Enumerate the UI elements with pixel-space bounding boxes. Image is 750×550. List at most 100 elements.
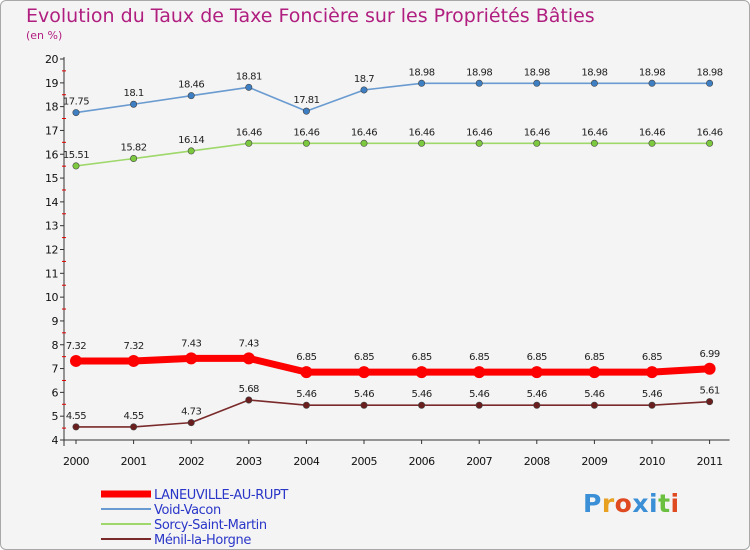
- data-label: 6.85: [469, 352, 489, 363]
- data-label: 18.98: [697, 67, 723, 78]
- data-point: [533, 401, 541, 409]
- logo-letter: o: [614, 489, 633, 518]
- data-label: 16.46: [351, 127, 377, 138]
- x-tick-label: 2007: [466, 455, 492, 468]
- data-label: 18.1: [123, 88, 143, 99]
- data-label: 5.46: [584, 389, 604, 400]
- data-point: [648, 79, 656, 87]
- data-point: [185, 352, 198, 365]
- data-point: [130, 423, 138, 431]
- data-label: 5.46: [354, 389, 374, 400]
- data-label: 7.32: [66, 341, 86, 352]
- data-point: [415, 366, 428, 379]
- data-label: 18.81: [236, 71, 262, 82]
- data-label: 6.85: [411, 352, 431, 363]
- series-void-vacon: 17.75 18.1 18.46 18.81 17.81 18.7 18.98 18.98 18…: [63, 67, 723, 117]
- series-line: [72, 354, 714, 376]
- data-point: [475, 139, 483, 147]
- data-label: 18.98: [639, 67, 665, 78]
- data-label: 16.46: [524, 127, 550, 138]
- data-point: [70, 354, 82, 367]
- data-label: 6.85: [527, 352, 547, 363]
- data-label: 6.85: [642, 352, 662, 363]
- data-point: [360, 401, 368, 409]
- data-label: 16.46: [639, 127, 665, 138]
- data-point: [475, 401, 483, 409]
- data-label: 5.46: [527, 389, 547, 400]
- x-tick-label: 2003: [236, 455, 262, 468]
- data-label: 7.32: [123, 341, 143, 352]
- data-label: 18.98: [524, 67, 550, 78]
- data-label: 18.98: [466, 67, 492, 78]
- data-label: 6.99: [699, 349, 719, 360]
- y-tick-label: 8: [52, 339, 59, 352]
- data-label: 5.46: [411, 389, 431, 400]
- x-tick-label: 2000: [63, 455, 89, 468]
- data-point: [130, 155, 138, 163]
- data-point: [530, 366, 543, 379]
- data-point: [648, 139, 656, 147]
- y-tick-label: 5: [52, 410, 59, 423]
- data-label: 15.51: [63, 150, 89, 161]
- x-tick-label: 2009: [581, 455, 607, 468]
- data-label: 16.46: [293, 127, 319, 138]
- y-tick-label: 15: [45, 172, 58, 185]
- y-tick-label: 4: [52, 434, 59, 447]
- data-label: 18.98: [409, 67, 435, 78]
- data-point: [358, 366, 370, 379]
- data-point: [245, 83, 253, 91]
- y-tick-label: 9: [52, 315, 59, 328]
- data-label: 5.61: [699, 386, 719, 397]
- data-label: 5.46: [296, 389, 316, 400]
- data-point: [706, 139, 714, 147]
- data-label: 16.46: [697, 127, 723, 138]
- data-label: 16.46: [581, 127, 607, 138]
- data-point: [473, 366, 486, 379]
- data-point: [418, 139, 426, 147]
- data-point: [302, 107, 310, 115]
- data-point: [646, 366, 658, 379]
- data-label: 18.98: [581, 67, 607, 78]
- legend-label: Void-Vacon: [154, 503, 221, 518]
- x-tick-label: 2004: [293, 455, 319, 468]
- data-label: 16.46: [409, 127, 435, 138]
- series-m-nil-la-horgne: 4.55 4.55 4.73 5.68 5.46 5.46 5.46 5.46 5.46 5.46…: [66, 384, 720, 431]
- data-label: 4.73: [181, 407, 201, 418]
- logo-letter: i: [649, 489, 659, 518]
- data-point: [127, 354, 140, 367]
- data-label: 16.46: [236, 127, 262, 138]
- data-point: [590, 79, 598, 87]
- data-label: 5.46: [642, 389, 662, 400]
- data-point: [703, 362, 716, 375]
- data-label: 16.46: [466, 127, 492, 138]
- data-point: [187, 92, 195, 100]
- data-point: [72, 109, 80, 117]
- y-tick-label: 16: [45, 148, 58, 161]
- series-laneuville-au-rupt: 7.32 7.32 7.43 7.43 6.85 6.85 6.85 6.85 6.85 6.85…: [66, 338, 720, 379]
- data-point: [588, 366, 601, 379]
- data-point: [418, 401, 426, 409]
- logo-letter: x: [632, 489, 649, 518]
- data-label: 15.82: [121, 143, 147, 154]
- data-point: [245, 396, 253, 404]
- y-tick-label: 17: [45, 124, 58, 137]
- logo-letter: P: [583, 489, 602, 518]
- logo-letter: r: [601, 489, 615, 518]
- y-tick-label: 7: [52, 363, 59, 376]
- data-label: 18.46: [178, 80, 204, 91]
- legend-label: LANEUVILLE-AU-RUPT: [154, 488, 288, 503]
- data-point: [245, 139, 253, 147]
- data-point: [242, 352, 255, 365]
- y-tick-label: 19: [45, 77, 58, 90]
- data-point: [706, 79, 714, 87]
- data-point: [418, 79, 426, 87]
- y-tick-label: 10: [45, 291, 58, 304]
- unit-label: (en %): [26, 29, 63, 42]
- x-tick-label: 2001: [121, 455, 147, 468]
- data-label: 6.85: [354, 352, 374, 363]
- y-tick-label: 14: [45, 196, 58, 209]
- legend-label: Ménil-la-Horgne: [154, 533, 251, 548]
- data-point: [706, 398, 714, 406]
- data-label: 6.85: [296, 352, 316, 363]
